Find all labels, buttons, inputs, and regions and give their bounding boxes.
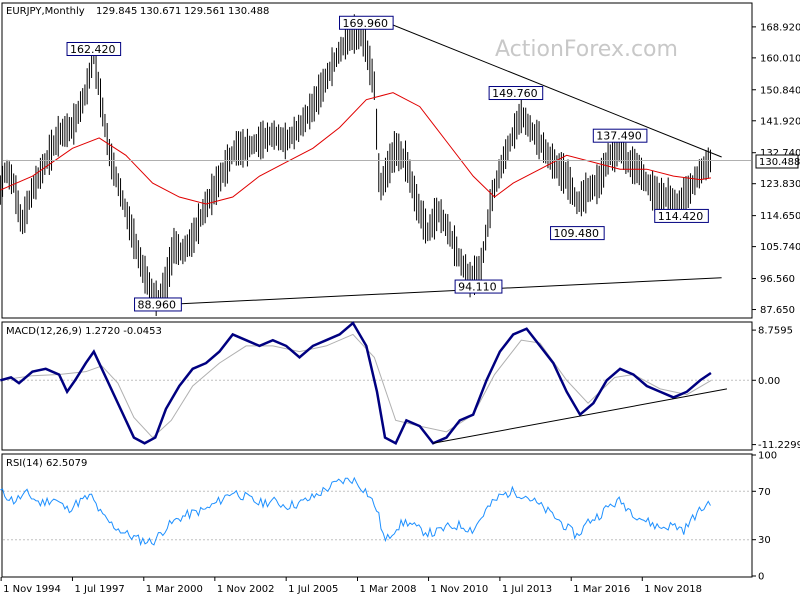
rsi-line xyxy=(0,476,711,547)
rsi-series xyxy=(0,476,751,547)
price-annotation-label: 88.960 xyxy=(138,298,177,311)
price-annotation-label: 114.420 xyxy=(658,210,704,223)
date-tick-label: 1 Nov 2002 xyxy=(217,584,275,595)
date-axis: 1 Nov 1994 1 Jul 1997 1 Mar 2000 1 Nov 2002… xyxy=(0,577,702,595)
price-tick-label: 96.560 xyxy=(760,274,795,285)
price-pane-frame xyxy=(1,2,753,319)
rsi-pane-title: RSI(14) 62.5079 xyxy=(6,458,87,469)
current-price-box xyxy=(755,154,799,169)
price-annotation-box xyxy=(488,86,544,101)
ohlc-low: 129.561 xyxy=(184,6,225,17)
price-annotations: 169.960 162.420 149.760 137.490 114.420 109.4… xyxy=(66,15,709,312)
watermark: ActionForex.com xyxy=(495,37,678,62)
price-annotation-label: 109.480 xyxy=(554,227,600,240)
moving-average-line xyxy=(0,92,712,205)
rising-trendline xyxy=(157,277,722,306)
date-tick-label: 1 Mar 2008 xyxy=(359,584,416,595)
macd-trendline xyxy=(433,388,728,444)
price-tick-label: 87.650 xyxy=(760,305,795,316)
ohlc-open: 129.845 xyxy=(96,6,137,17)
price-annotation-box xyxy=(592,128,648,143)
price-annotation-label: 149.760 xyxy=(492,87,537,100)
date-tick-label: 1 Jul 2005 xyxy=(288,584,338,595)
price-annotation-box xyxy=(654,208,709,223)
current-price-label: 130.488 xyxy=(759,157,800,168)
date-tick-label: 1 Jul 2013 xyxy=(502,584,552,595)
date-tick-label: 1 Jul 1997 xyxy=(74,584,124,595)
rsi-tick-label: 100 xyxy=(758,451,777,462)
price-annotation-box xyxy=(134,297,182,312)
price-tick-label: 168.920 xyxy=(760,22,800,33)
price-tick-label: 160.010 xyxy=(760,53,800,64)
date-tick-label: 1 Nov 1994 xyxy=(3,584,61,595)
price-tick-label: 123.830 xyxy=(760,179,800,190)
ohlc-close: 130.488 xyxy=(228,6,269,17)
macd-axis-ticks: 8.7595 0.00 -11.2299 xyxy=(752,326,800,451)
macd-pane: MACD(12,26,9) 1.2720 -0.0453 8.7595 0.00 -… xyxy=(0,321,800,451)
price-pane-title: EURJPY,Monthly xyxy=(6,6,85,17)
price-series xyxy=(0,14,751,316)
price-annotation-box xyxy=(339,15,394,30)
price-annotation-label: 169.960 xyxy=(343,17,389,30)
rsi-tick-label: 0 xyxy=(758,572,764,583)
macd-pane-frame xyxy=(1,321,753,451)
price-tick-label: 114.650 xyxy=(760,211,800,222)
price-annotation-box xyxy=(550,226,605,241)
macd-series xyxy=(0,321,751,445)
macd-pane-title: MACD(12,26,9) 1.2720 -0.0453 xyxy=(6,326,162,337)
price-pane: ActionForex.com EURJPY,Monthly 129.845 1… xyxy=(0,2,800,319)
price-tick-label: 105.740 xyxy=(760,242,800,253)
rsi-pane: RSI(14) 62.5079 100 70 30 0 xyxy=(0,451,777,583)
price-annotation-box xyxy=(66,41,122,56)
date-tick-label: 1 Mar 2000 xyxy=(146,584,203,595)
price-tick-label: 141.920 xyxy=(760,116,800,127)
price-annotation-label: 162.420 xyxy=(70,43,116,56)
rsi-axis-ticks: 100 70 30 0 xyxy=(752,451,777,583)
date-tick-label: 1 Nov 2018 xyxy=(644,584,702,595)
date-tick-label: 1 Nov 2010 xyxy=(431,584,489,595)
price-annotation-label: 94.110 xyxy=(458,281,497,294)
macd-tick-label: 8.7595 xyxy=(758,326,793,337)
macd-tick-label: 0.00 xyxy=(758,376,780,387)
price-tick-label: 132.740 xyxy=(760,148,800,159)
price-annotation-box xyxy=(454,279,503,294)
ohlc-high: 130.671 xyxy=(140,6,181,17)
macd-signal-line xyxy=(0,333,712,439)
rsi-tick-label: 70 xyxy=(758,487,771,498)
price-annotation-label: 137.490 xyxy=(596,130,642,143)
price-axis-ticks: 168.920 160.010 150.840 141.920 132.740 123.8… xyxy=(752,22,800,316)
rsi-tick-label: 30 xyxy=(758,535,771,546)
falling-trendline xyxy=(379,19,722,158)
macd-line xyxy=(0,321,712,445)
price-tick-label: 150.840 xyxy=(760,85,800,96)
macd-tick-label: -11.2299 xyxy=(758,440,800,451)
date-tick-label: 1 Mar 2016 xyxy=(573,584,630,595)
rsi-pane-frame xyxy=(1,453,753,578)
